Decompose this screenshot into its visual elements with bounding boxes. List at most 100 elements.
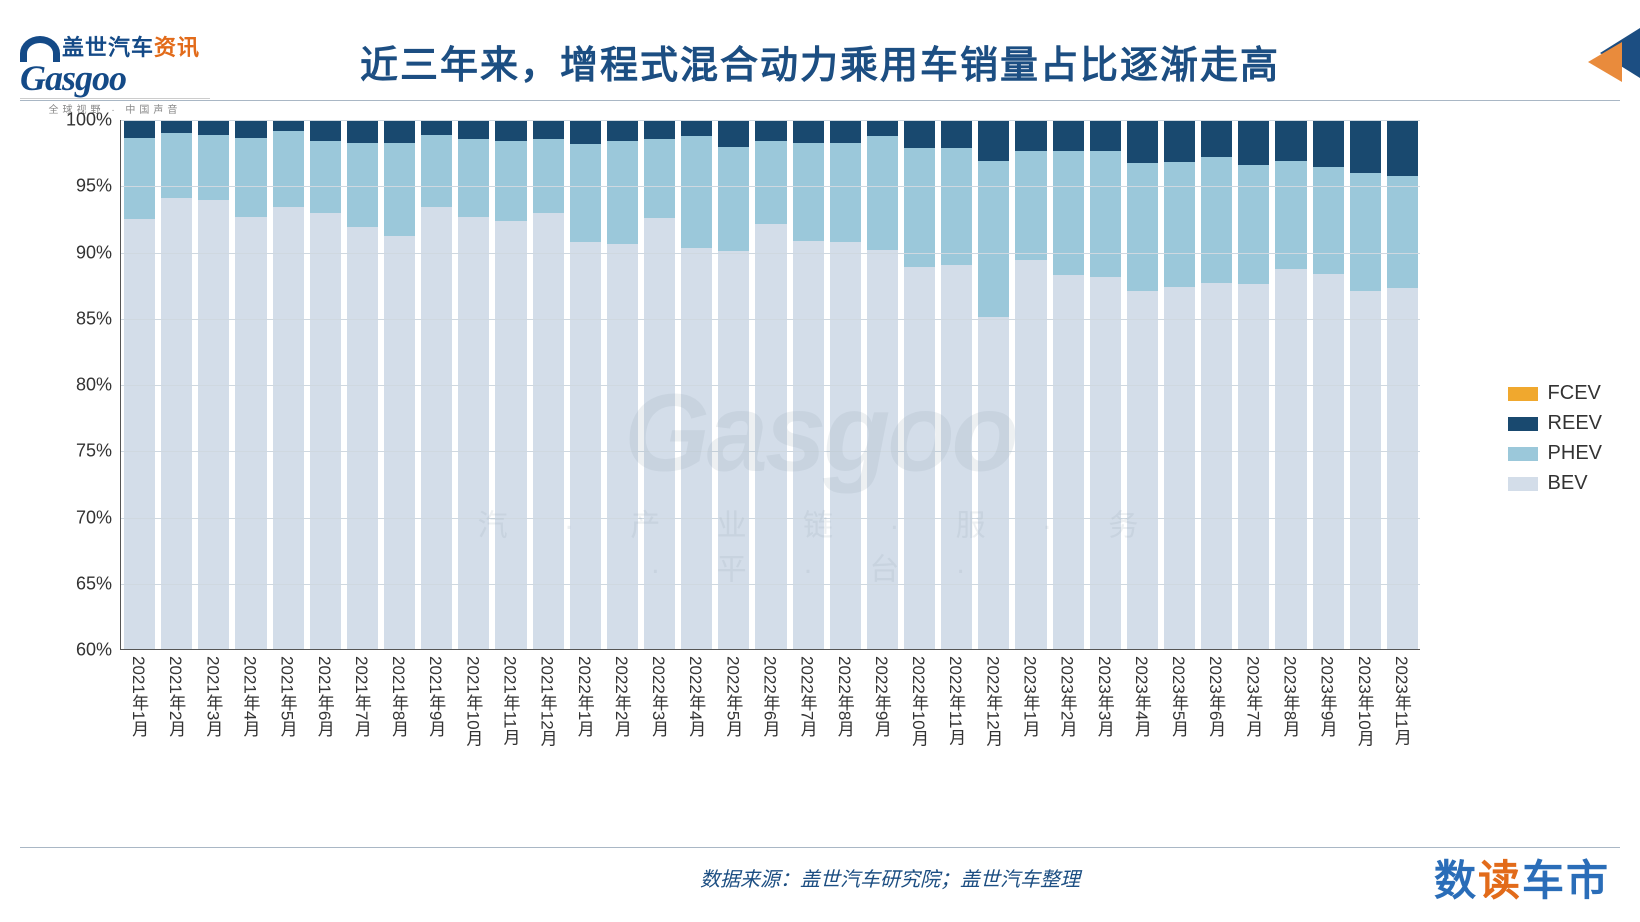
grid-line [121,120,1420,121]
bar-segment-phev [235,138,266,217]
grid-line [121,518,1420,519]
bar-segment-bev [793,241,824,649]
bar-segment-phev [1053,151,1084,275]
bar-segment-phev [1238,165,1269,284]
legend-item-bev: BEV [1508,472,1602,495]
bar-segment-bev [941,265,972,649]
grid-line [121,584,1420,585]
grid-line [121,385,1420,386]
bar-segment-reev [1275,120,1306,161]
bar-segment-reev [1350,120,1381,173]
bar-segment-phev [941,148,972,266]
bar-segment-phev [1350,173,1381,290]
bar-segment-phev [458,139,489,218]
plot-area [120,120,1420,650]
x-tick-label: 2021年10月 [460,656,485,747]
bar-segment-bev [421,207,452,649]
bar-segment-reev [755,120,786,141]
bar-segment-phev [978,161,1009,318]
grid-line [121,253,1420,254]
y-tick-label: 100% [40,110,112,131]
x-tick-label: 2023年4月 [1129,656,1154,737]
bar-segment-reev [570,120,601,144]
legend-label: FCEV [1548,382,1601,405]
bar-segment-phev [644,139,675,218]
y-tick-label: 65% [40,573,112,594]
bar-segment-phev [1090,151,1121,277]
x-tick-label: 2021年9月 [423,656,448,737]
bar-segment-reev [718,120,749,147]
bar-segment-reev [1238,120,1269,166]
bar-segment-phev [495,141,526,221]
footer-divider [20,847,1620,848]
y-tick-label: 80% [40,375,112,396]
bar-segment-bev [1350,291,1381,649]
bar-segment-bev [1201,283,1232,649]
bar-segment-reev [1090,120,1121,151]
bar-segment-bev [570,242,601,649]
bar-segment-phev [421,135,452,207]
bar-segment-reev [1313,120,1344,167]
x-tick-label: 2022年8月 [832,656,857,737]
bar-segment-reev [1015,120,1046,151]
grid-line [121,319,1420,320]
bar-segment-reev [347,120,378,143]
bar-segment-reev [607,120,638,141]
bar-segment-phev [1164,162,1195,287]
bar-segment-bev [978,317,1009,649]
bar-segment-phev [1201,157,1232,283]
bar-segment-reev [1201,120,1232,157]
x-tick-label: 2023年6月 [1203,656,1228,737]
bar-segment-reev [1127,120,1158,163]
bar-segment-bev [1275,269,1306,649]
bar-segment-bev [867,250,898,649]
x-tick-label: 2023年7月 [1240,656,1265,737]
bar-segment-reev [904,120,935,148]
grid-line [121,186,1420,187]
legend-label: REEV [1548,412,1602,435]
x-tick-label: 2021年2月 [163,656,188,737]
bar-segment-bev [755,224,786,649]
footer-brand: 数读车市 [1434,847,1610,908]
bar-segment-phev [347,143,378,228]
bar-segment-bev [1127,291,1158,649]
bar-segment-reev [533,120,564,139]
bar-segment-bev [681,248,712,649]
x-tick-label: 2022年11月 [943,656,968,745]
y-tick-label: 95% [40,176,112,197]
x-tick-label: 2022年9月 [869,656,894,737]
bar-segment-reev [421,120,452,135]
x-tick-label: 2021年5月 [275,656,300,737]
bar-segment-phev [161,133,192,199]
bar-segment-bev [161,198,192,649]
grid-line [121,451,1420,452]
bar-segment-reev [273,120,304,131]
bar-segment-bev [1090,277,1121,649]
bar-segment-bev [1164,287,1195,649]
data-source: 数据来源：盖世汽车研究院；盖世汽车整理 [700,863,1080,892]
bar-segment-bev [1053,275,1084,649]
bar-segment-bev [830,242,861,649]
bar-segment-reev [941,120,972,148]
y-tick-label: 60% [40,640,112,661]
bar-segment-reev [1053,120,1084,151]
y-tick-label: 85% [40,308,112,329]
x-tick-label: 2023年2月 [1055,656,1080,737]
x-tick-label: 2021年6月 [312,656,337,737]
bar-segment-phev [607,141,638,245]
bar-segment-phev [273,131,304,207]
bar-segment-phev [830,143,861,242]
x-tick-label: 2022年3月 [646,656,671,737]
x-tick-label: 2022年6月 [758,656,783,737]
bar-segment-phev [793,143,824,240]
x-tick-label: 2023年3月 [1092,656,1117,737]
bar-segment-phev [1387,176,1418,288]
bar-segment-phev [1015,151,1046,261]
bar-segment-phev [124,138,155,219]
bar-segment-phev [718,147,749,251]
bar-segment-reev [458,120,489,139]
bar-segment-phev [867,136,898,249]
bar-segment-phev [533,139,564,213]
legend-label: BEV [1548,472,1588,495]
bar-segment-phev [570,144,601,242]
